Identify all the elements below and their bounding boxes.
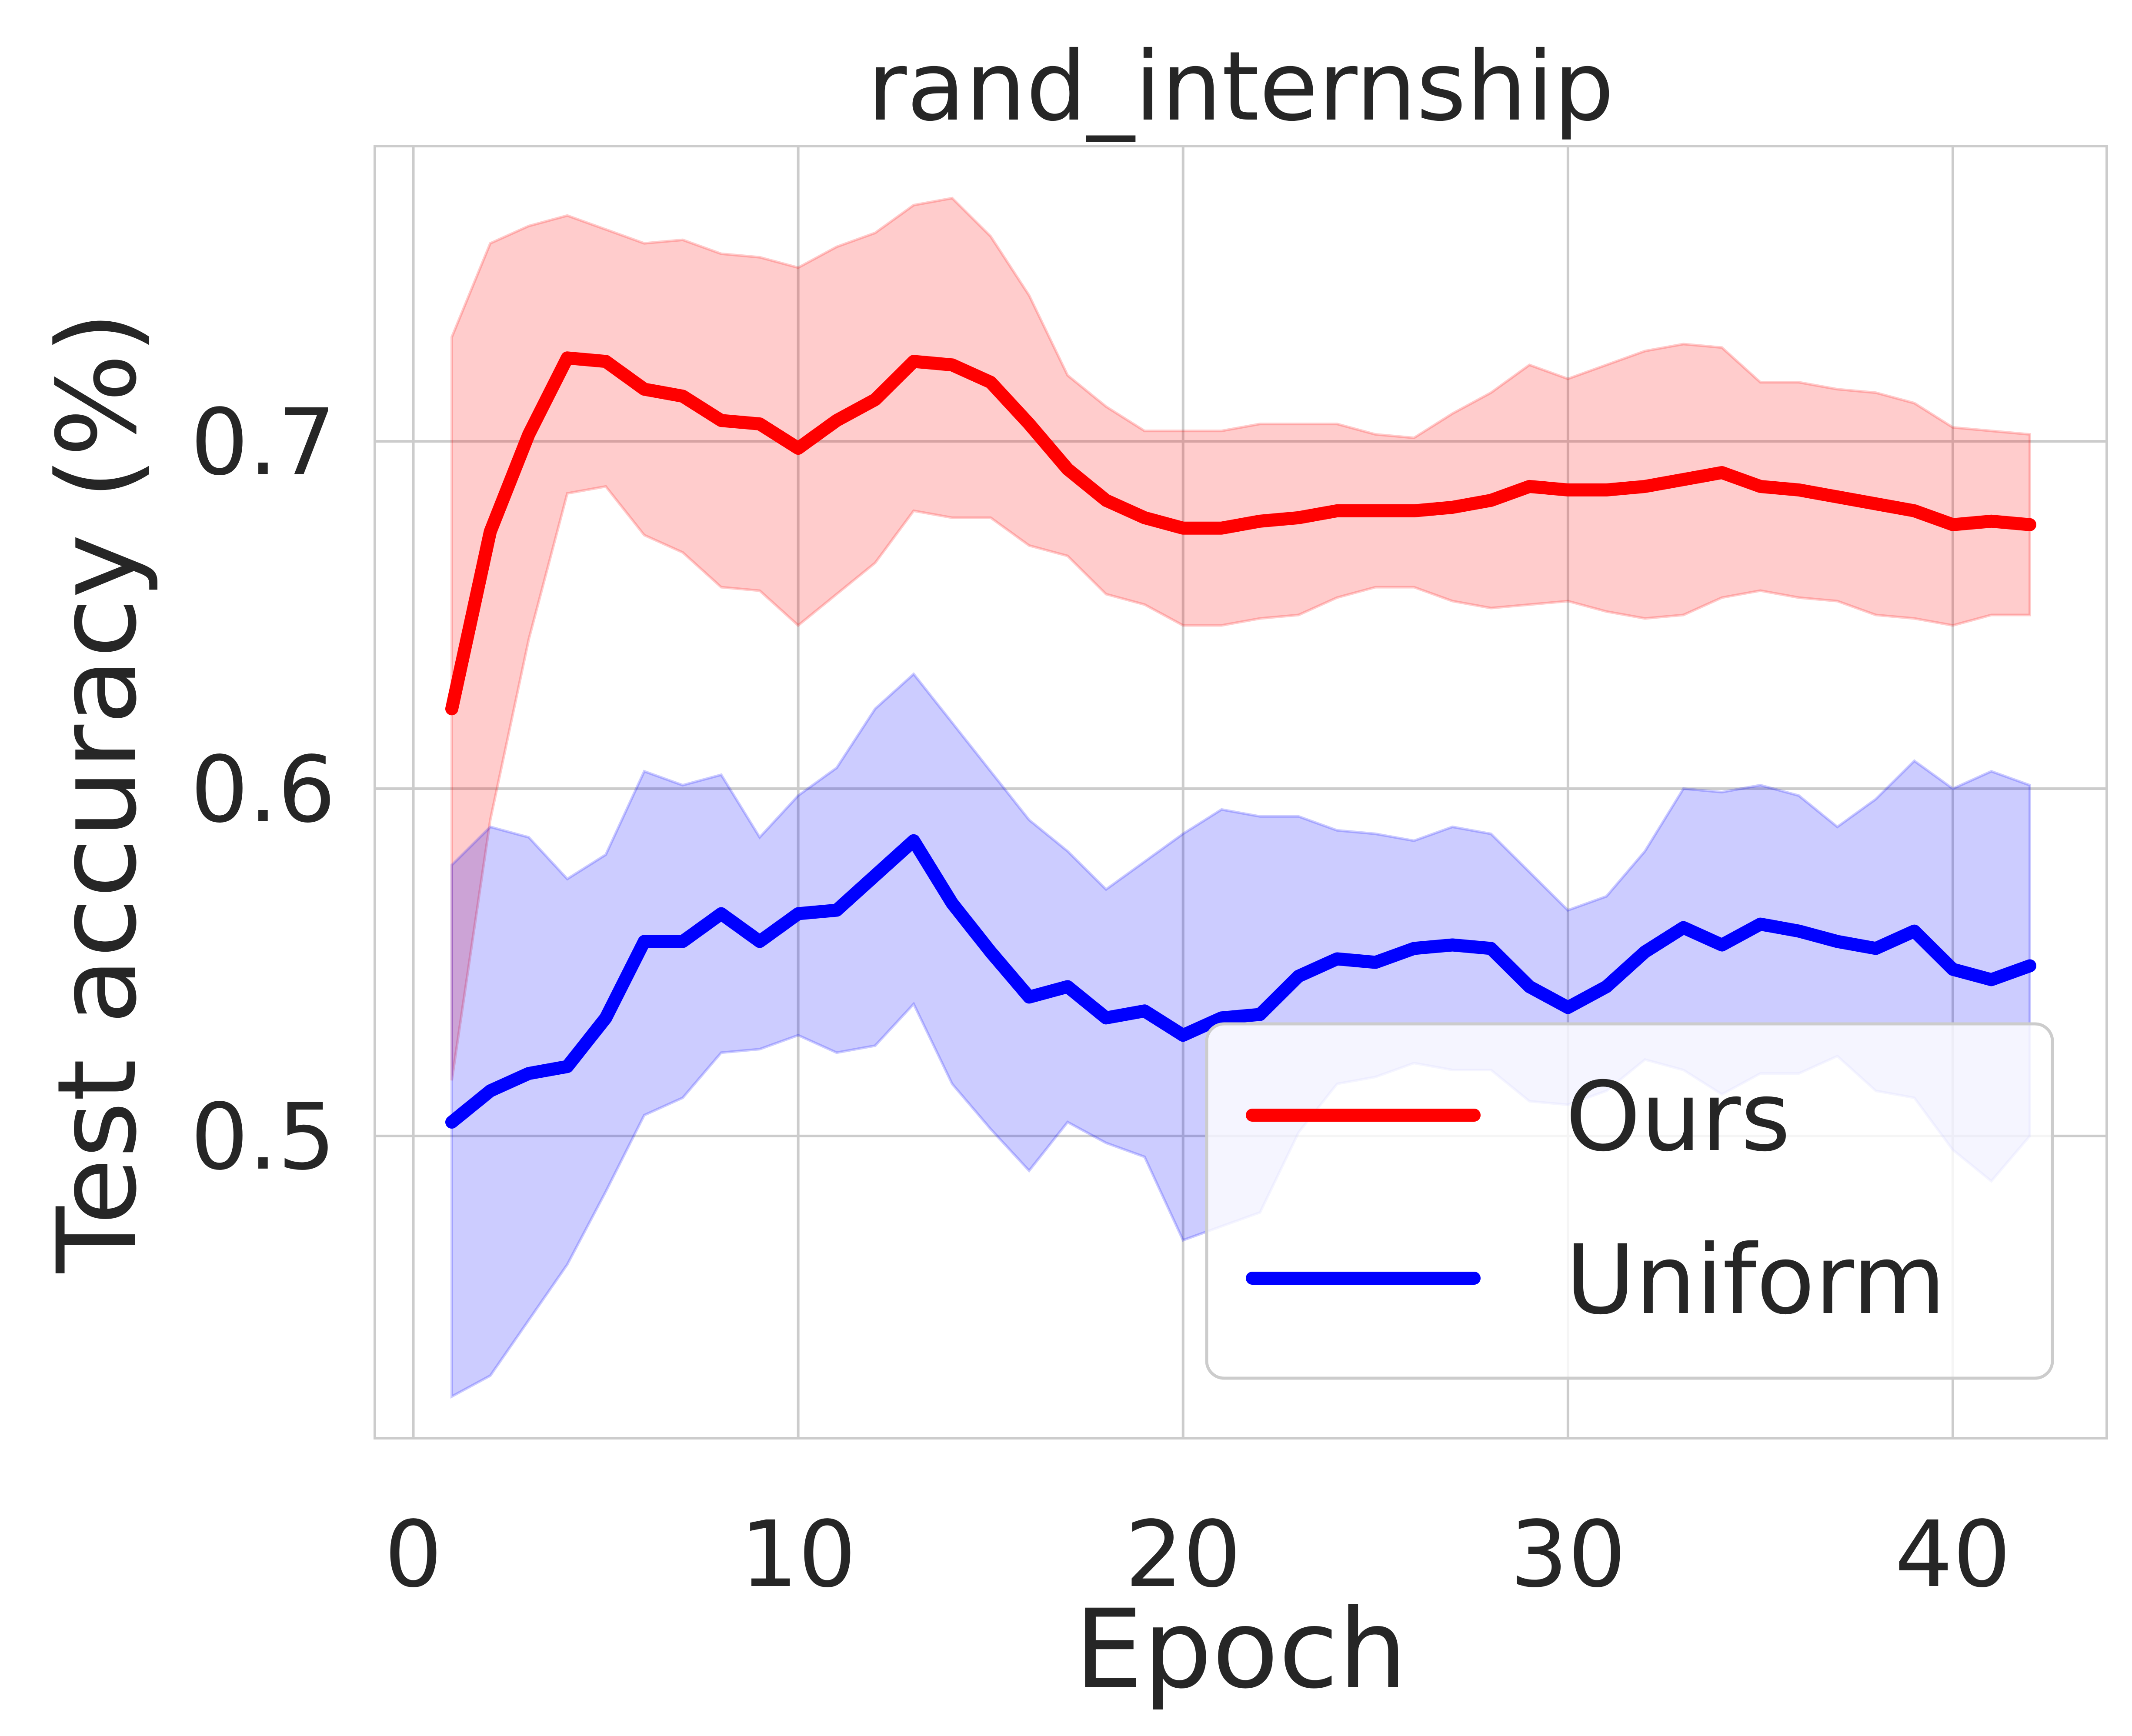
legend-label-ours: Ours — [1565, 1061, 1791, 1173]
legend-label-uniform: Uniform — [1565, 1224, 1946, 1336]
x-tick-label: 20 — [1125, 1501, 1241, 1608]
x-tick-label: 30 — [1510, 1501, 1626, 1608]
plot-frame — [374, 145, 2108, 1439]
x-tick-label: 0 — [384, 1501, 443, 1608]
y-axis-label: Test accuracy (%) — [34, 311, 160, 1273]
series-line-ours — [445, 351, 2036, 716]
tick-labels: 0 10 20 30 40 0.5 0.6 0.7 — [190, 389, 2011, 1608]
y-tick-label: 0.7 — [190, 389, 336, 496]
x-tick-label: 10 — [740, 1501, 856, 1608]
legend: Ours Uniform — [1205, 1022, 2054, 1380]
series-line-uniform — [445, 834, 2036, 1129]
x-axis-label: Epoch — [1074, 1586, 1408, 1713]
series-lines — [445, 351, 2036, 1129]
y-tick-label: 0.6 — [190, 736, 336, 843]
y-tick-label: 0.5 — [190, 1084, 336, 1190]
x-tick-label: 40 — [1895, 1501, 2011, 1608]
chart-title: rand_internship — [867, 31, 1614, 142]
